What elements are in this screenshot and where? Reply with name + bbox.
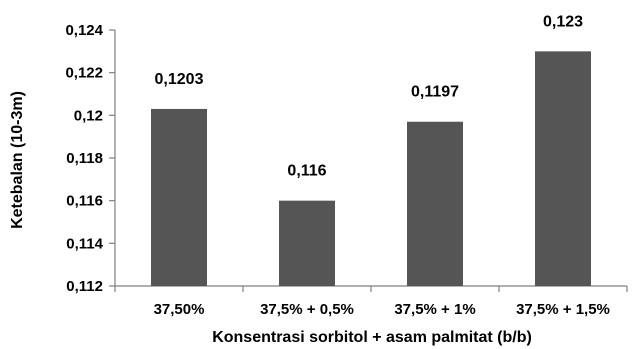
x-tick-label: 37,50% <box>154 301 205 318</box>
y-tick-label: 0,12 <box>74 107 103 124</box>
bar-data-label: 0,1203 <box>155 71 204 88</box>
x-axis-title: Konsentrasi sorbitol + asam palmitat (b/… <box>212 329 532 346</box>
bar <box>279 200 335 286</box>
y-tick-label: 0,124 <box>65 22 103 39</box>
bar-data-label: 0,123 <box>543 13 583 30</box>
x-tick-label: 37,5% + 1% <box>394 301 475 318</box>
bar <box>535 51 591 287</box>
x-tick-label: 37,5% + 1,5% <box>516 301 610 318</box>
y-axis-title: Ketebalan (10-3m) <box>9 91 26 229</box>
bar <box>407 121 463 286</box>
y-tick-label: 0,118 <box>66 150 103 167</box>
y-tick-label: 0,122 <box>65 65 103 82</box>
bars <box>151 51 591 287</box>
bar-data-label: 0,1197 <box>411 84 459 101</box>
x-tick-label: 37,5% + 0,5% <box>260 301 354 318</box>
bar <box>151 108 207 286</box>
bar-data-label: 0,116 <box>287 163 326 180</box>
y-tick-label: 0,112 <box>66 278 103 295</box>
axes: 0,112 0,114 0,116 0,118 0,12 0,122 0,124 37,50%… <box>65 22 628 318</box>
data-labels: 0,1203 0,116 0,1197 0,123 <box>155 13 584 179</box>
y-tick-label: 0,116 <box>66 193 103 210</box>
y-tick-label: 0,114 <box>66 235 103 252</box>
